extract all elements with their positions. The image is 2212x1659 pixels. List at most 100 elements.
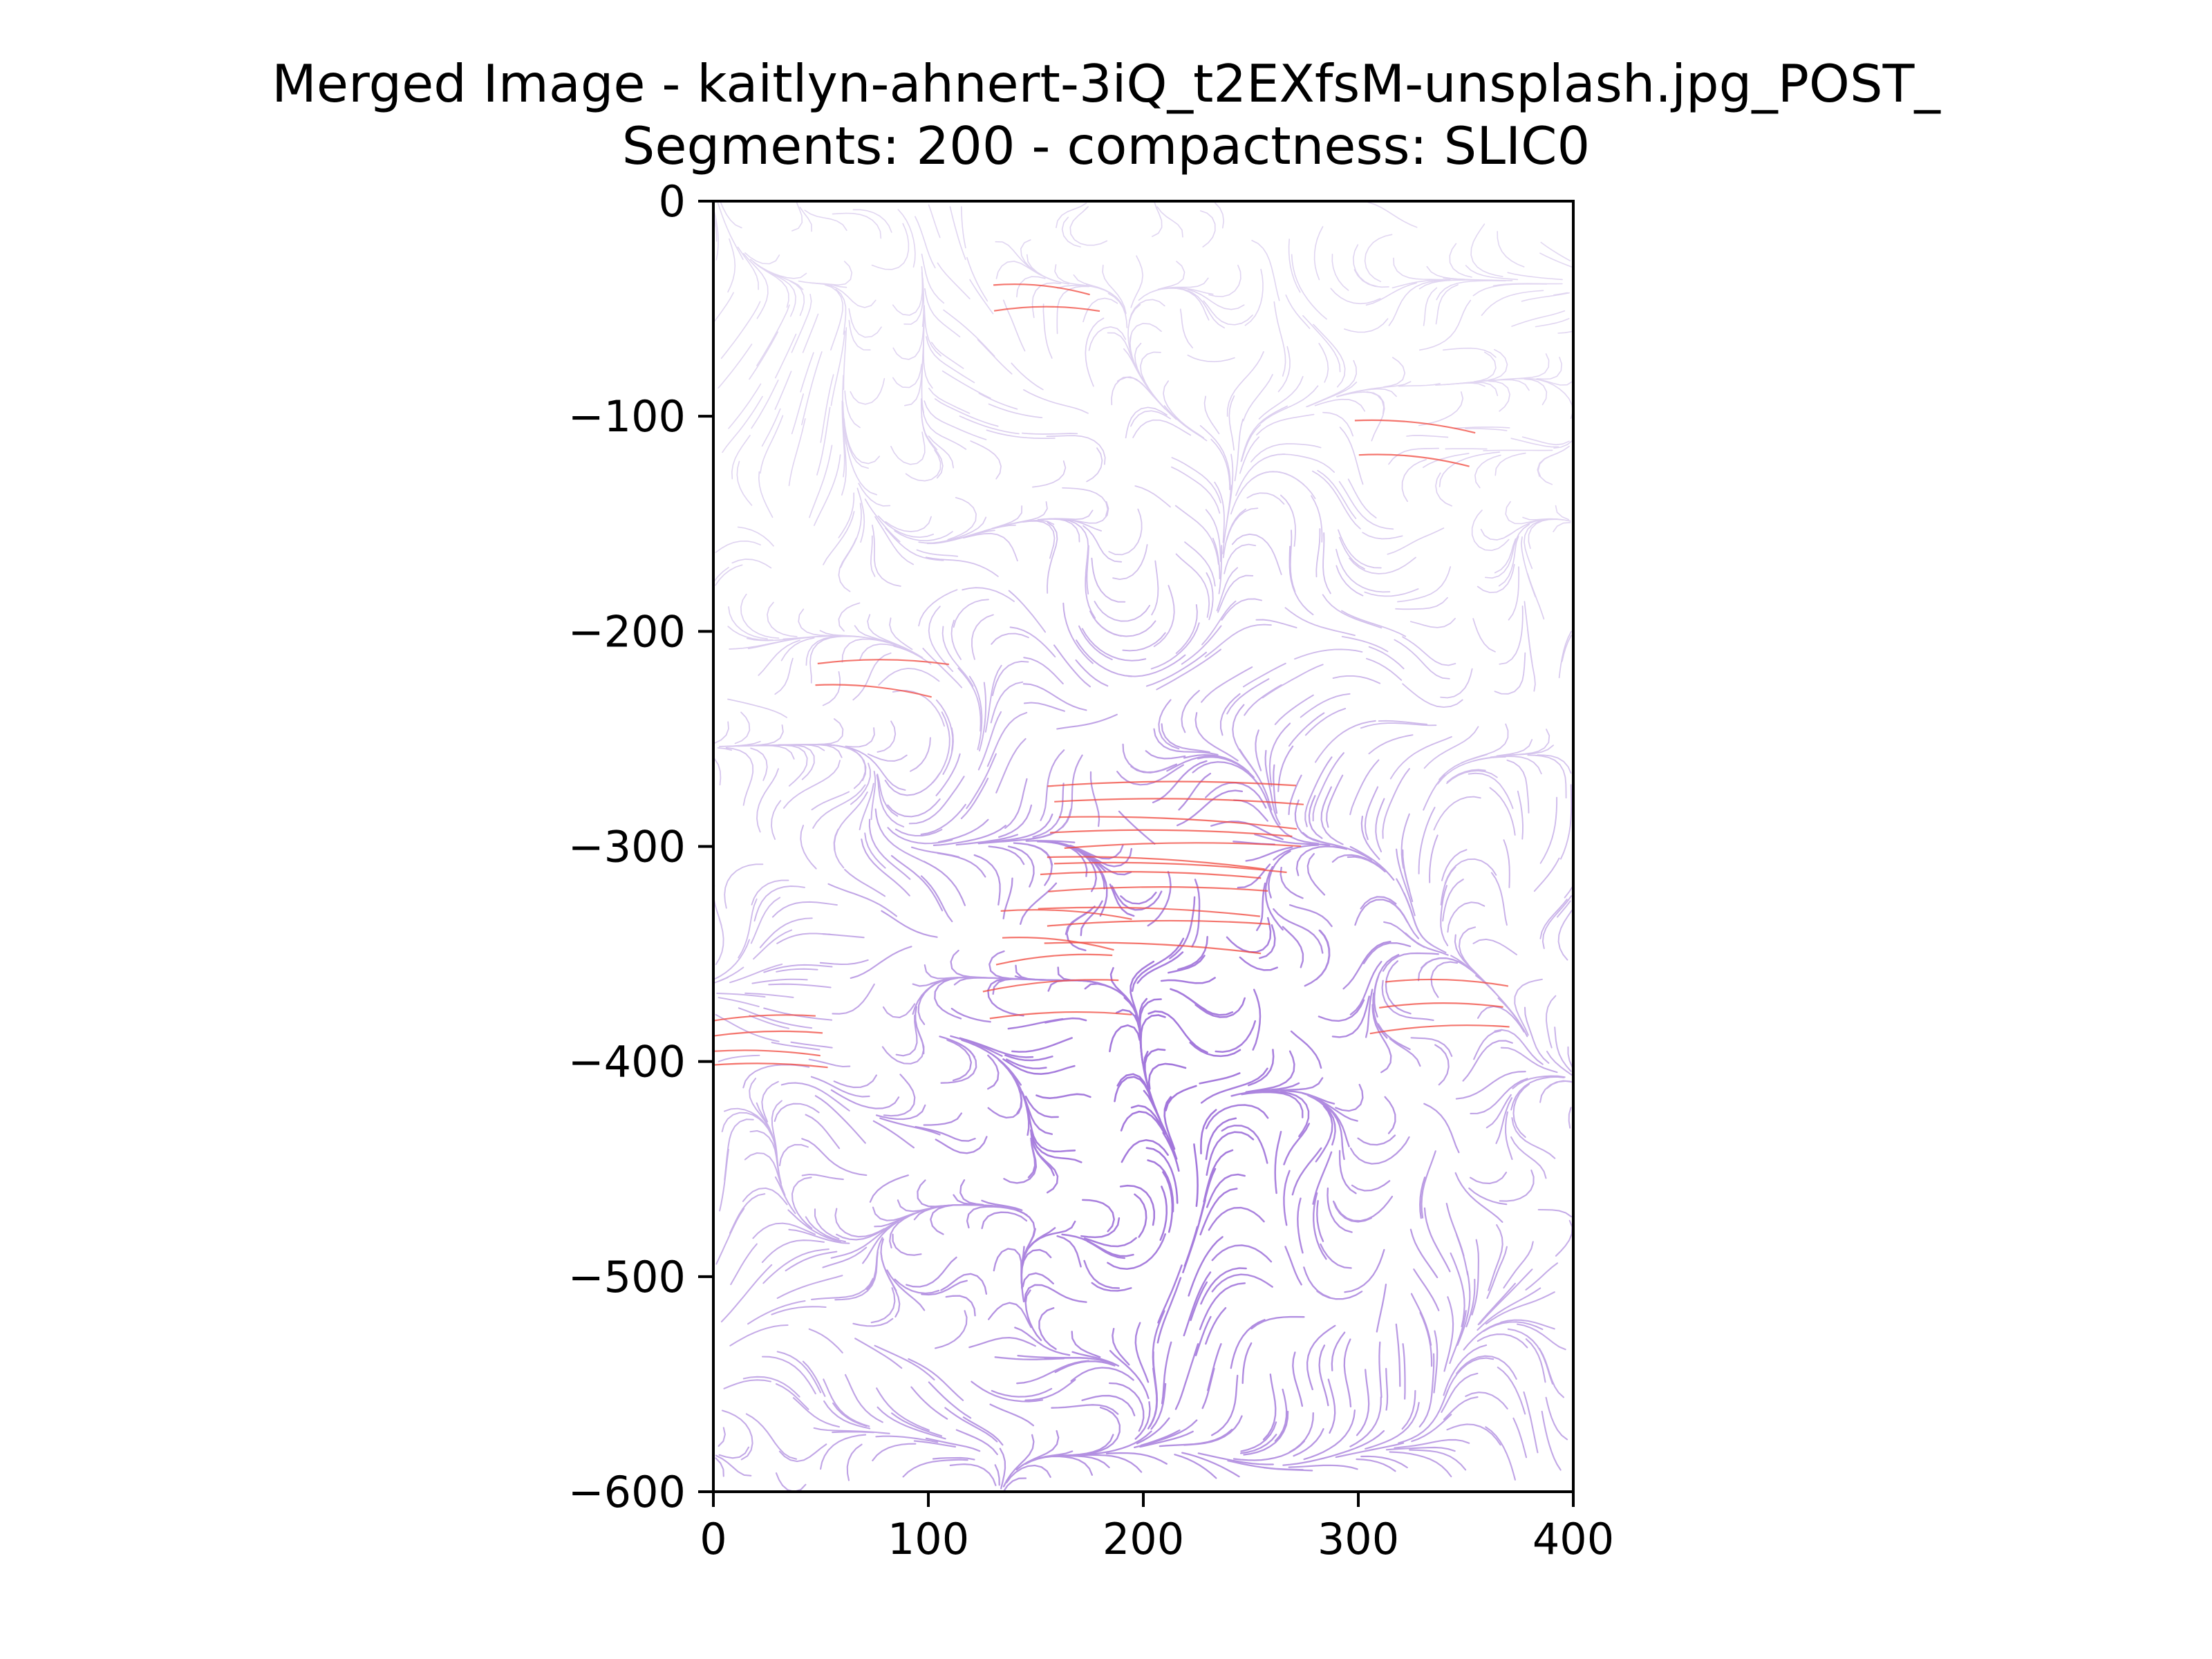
streamline [1197,1452,1274,1465]
streamline [950,1007,991,1023]
streamline [920,803,966,836]
streamline [1127,303,1141,363]
streamline [1013,842,1053,866]
streamline [1378,1341,1382,1398]
streamline [812,784,866,829]
streamline [1230,1319,1266,1369]
streamline [1280,866,1304,899]
streamline [1053,644,1091,688]
streamline [934,977,962,1020]
streamline [925,556,999,577]
streamline [1554,1027,1572,1072]
streamline [1245,846,1293,862]
streamline [1311,495,1323,543]
streamline [874,808,925,863]
y-tick-label: −500 [568,1252,686,1302]
streamline [1251,240,1280,301]
streamline [1510,1076,1565,1111]
streamline [1441,849,1468,881]
streamline [740,593,780,639]
streamline [1153,728,1219,756]
streamline [1525,1338,1546,1383]
streamline [1024,1289,1042,1342]
streamline [1336,391,1385,415]
streamline [722,395,763,453]
streamline [1443,277,1513,281]
streamline [883,1074,916,1117]
streamline [718,1054,760,1062]
streamline [1472,283,1548,297]
streamline [1474,454,1501,489]
streamline [1522,516,1571,522]
streamline [814,1095,866,1144]
streamline [1212,537,1221,580]
streamline [1181,1452,1240,1478]
streamline [1242,662,1286,688]
streamline [809,444,833,518]
streamline [1032,460,1067,488]
streamline [1144,1048,1166,1105]
streamline [1450,1252,1465,1328]
streamline [1293,1428,1324,1457]
streamline [1349,759,1380,816]
streamline [774,1103,820,1123]
streamline [830,1089,900,1109]
streamline [1316,1290,1363,1300]
hotspot-line [713,1014,816,1022]
streamline [984,664,1002,733]
streamline [1204,624,1272,658]
streamline [1387,527,1445,555]
streamline [1402,636,1456,666]
streamline [1152,201,1163,237]
streamline [1016,1209,1036,1256]
streamline [923,1112,963,1126]
streamline [1514,978,1543,1036]
streamline [1274,694,1314,725]
streamline [1441,1372,1479,1413]
streamline [977,339,1013,375]
streamline [1046,435,1106,465]
streamline [1440,668,1473,699]
streamline [822,933,865,939]
streamline [1553,522,1571,533]
streamline [1394,1438,1470,1449]
streamline [1473,1030,1502,1060]
streamline [778,1443,827,1463]
streamline [717,747,733,751]
streamline [1203,300,1253,326]
streamline [1527,754,1567,799]
streamline [921,402,967,450]
streamline [1162,1171,1174,1233]
streamline [1541,895,1573,949]
streamline [778,744,843,758]
streamline [1302,1092,1358,1122]
streamline [1280,494,1296,547]
streamline [930,1204,953,1235]
streamline [1221,1124,1268,1164]
streamline [760,415,784,474]
streamline [1160,977,1216,984]
streamline [1023,657,1064,685]
streamline [753,929,793,960]
streamline [751,978,808,984]
streamline [1360,816,1380,861]
streamline [1512,1417,1528,1459]
streamline [1357,1134,1396,1146]
streamline [1107,332,1140,374]
streamline [1070,1367,1134,1382]
streamline [761,1239,825,1264]
streamline [1494,538,1517,574]
streamline [1338,529,1382,569]
streamline [1496,739,1533,757]
streamline [801,351,823,426]
streamline [1314,398,1366,412]
hotspot-line [1047,780,1297,787]
streamline [1423,287,1438,326]
streamline [1200,210,1216,247]
hotspot-line [1354,419,1476,434]
streamline [1375,798,1385,853]
streamline [1020,882,1058,925]
streamline [1134,1322,1150,1383]
streamline [720,301,761,359]
streamline [1460,348,1508,384]
